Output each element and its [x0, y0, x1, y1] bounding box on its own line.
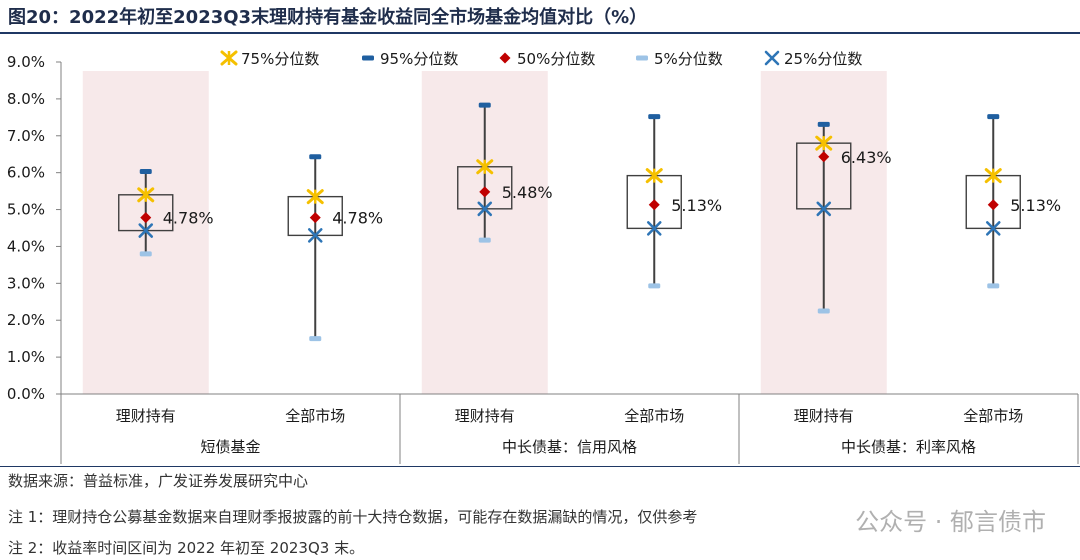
category-label: 理财持有 — [794, 407, 854, 425]
p95-marker — [478, 102, 491, 108]
group-label: 中长债基：利率风格 — [841, 438, 976, 456]
source-note: 数据来源：普益标准，广发证券发展研究中心 — [8, 472, 309, 490]
p25-marker — [646, 221, 662, 236]
title-divider — [0, 32, 1080, 34]
p25-marker — [307, 228, 323, 243]
p95-marker — [648, 114, 661, 120]
p25-marker — [477, 201, 493, 217]
y-tick-label: 9.0% — [7, 53, 45, 71]
footnote-2: 注 2：收益率时间区间为 2022 年初至 2023Q3 末。 — [8, 539, 365, 557]
legend-p50-marker — [499, 52, 511, 64]
legend-label-p95: 95%分位数 — [380, 50, 458, 68]
p5-marker — [478, 237, 491, 243]
footnote-1: 注 1：理财持仓公募基金数据来自理财季报披露的前十大持仓数据，可能存在数据漏缺的… — [8, 508, 698, 526]
median-data-label: 4.78% — [332, 209, 383, 228]
p5-marker — [309, 336, 322, 342]
median-data-label: 4.78% — [163, 209, 214, 228]
p5-marker — [648, 283, 661, 289]
legend-label-p75: 75%分位数 — [241, 50, 319, 68]
p95-marker — [139, 169, 152, 175]
category-label: 全部市场 — [624, 407, 684, 425]
p5-marker — [987, 283, 1000, 289]
legend-label-p25: 25%分位数 — [784, 50, 862, 68]
category-label: 理财持有 — [455, 407, 515, 425]
y-tick-label: 8.0% — [7, 90, 45, 108]
median-data-label: 6.43% — [841, 148, 892, 167]
p25-marker — [816, 201, 832, 217]
legend-p95-marker — [362, 55, 374, 61]
median-data-label: 5.13% — [1010, 196, 1061, 215]
chart-title: 图20：2022年初至2023Q3末理财持有基金收益同全市场基金均值对比（%） — [8, 7, 648, 28]
p50-marker — [479, 186, 491, 198]
y-tick-label: 6.0% — [7, 164, 45, 182]
y-tick-label: 2.0% — [7, 311, 45, 329]
category-label: 全部市场 — [963, 407, 1023, 425]
p50-marker — [309, 212, 321, 224]
y-tick-label: 1.0% — [7, 348, 45, 366]
legend-label-p5: 5%分位数 — [654, 50, 723, 68]
y-tick-label: 3.0% — [7, 274, 45, 292]
median-data-label: 5.13% — [671, 196, 722, 215]
footer-divider — [0, 466, 1080, 467]
p25-marker — [985, 221, 1001, 236]
p95-marker — [987, 114, 1000, 120]
p50-marker — [818, 151, 830, 163]
y-tick-label: 0.0% — [7, 385, 45, 403]
p50-marker — [648, 199, 660, 211]
y-tick-label: 4.0% — [7, 237, 45, 255]
p95-marker — [309, 154, 322, 160]
legend-p25-marker — [764, 50, 780, 66]
p25-marker — [138, 223, 154, 238]
group-label: 短债基金 — [200, 438, 260, 456]
category-label: 理财持有 — [116, 407, 176, 425]
p95-marker — [817, 121, 830, 127]
p50-marker — [987, 199, 999, 211]
watermark: 公众号 · 郁言债市 — [855, 508, 1046, 536]
p5-marker — [139, 251, 152, 257]
p50-marker — [140, 212, 152, 224]
p5-marker — [817, 308, 830, 314]
group-label: 中长债基：信用风格 — [502, 438, 637, 456]
legend-p5-marker — [636, 55, 648, 61]
y-tick-label: 7.0% — [7, 127, 45, 145]
median-data-label: 5.48% — [502, 183, 553, 202]
category-label: 全部市场 — [285, 407, 345, 425]
box-plot-chart: 0.0% 1.0% 2.0% 3.0% 4.0% 5.0% 6.0% 7.0% 8.0% 9.0%… — [7, 50, 1079, 464]
y-tick-label: 5.0% — [7, 201, 45, 219]
legend-label-p50: 50%分位数 — [517, 50, 595, 68]
